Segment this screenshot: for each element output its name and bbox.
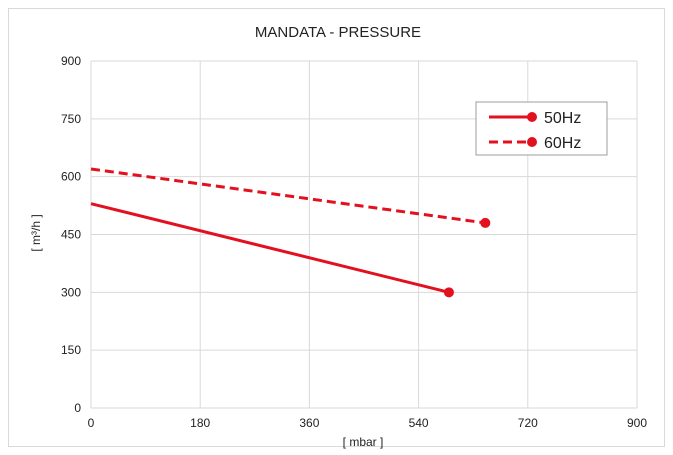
x-tick-label: 360 [299,416,319,430]
y-tick-label: 0 [74,401,81,415]
legend-label-50hz: 50Hz [544,110,581,127]
y-tick-label: 150 [61,343,81,357]
chart-frame [8,8,665,447]
legend-marker-60hz [527,137,537,147]
x-tick-label: 720 [518,416,538,430]
legend-label-60hz: 60Hz [544,135,581,152]
series-line-60hz [90,167,486,225]
y-tick-label: 300 [61,285,81,299]
x-tick-label: 0 [88,416,95,430]
series-lines [90,167,491,298]
x-tick-label: 900 [627,416,647,430]
y-tick-label: 750 [61,112,81,126]
series-line-50hz [90,202,450,294]
x-tick-label: 180 [190,416,210,430]
y-tick-label: 600 [61,170,81,184]
tick-labels: 0 150 300 450 600 750 900 0 180 360 540 720 900 [61,54,647,430]
x-tick-label: 540 [409,416,429,430]
legend-box [475,101,608,156]
chart-title: MANDATA - PRESSURE [255,24,421,41]
y-tick-label: 900 [61,54,81,68]
y-axis-label: [ m³/h ] [29,214,43,251]
legend-marker-50hz [527,112,537,122]
x-axis-label: [ mbar ] [343,435,384,449]
y-tick-label: 450 [61,228,81,242]
legend: 50Hz 60Hz [475,101,608,156]
series-endpoint-60hz [480,217,491,228]
series-endpoint-50hz [443,287,454,298]
